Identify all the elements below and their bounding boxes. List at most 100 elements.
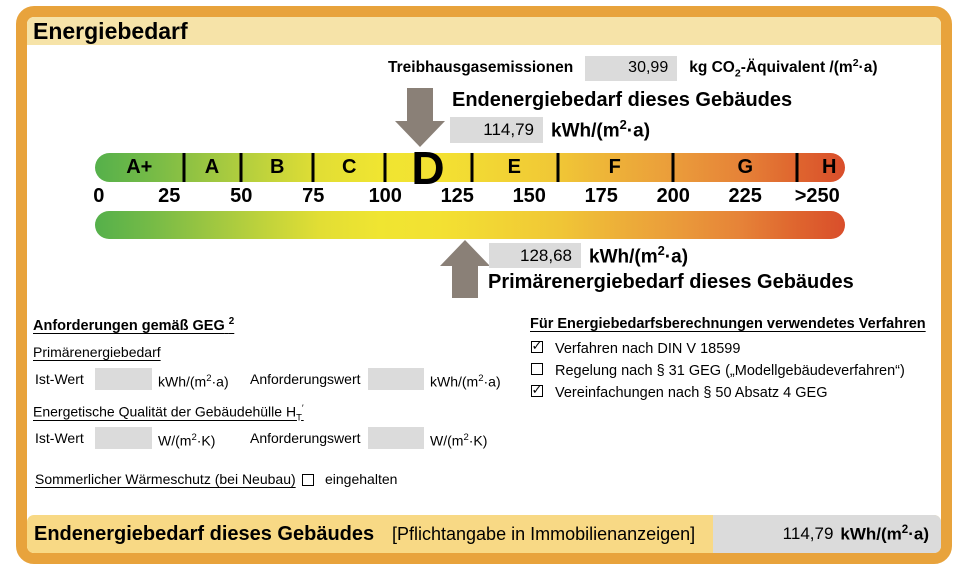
method-item: ✓ Vereinfachungen nach § 50 Absatz 4 GEG bbox=[530, 382, 950, 404]
unit-part: kWh/(m bbox=[158, 373, 207, 390]
scale-class-f: F bbox=[608, 156, 621, 178]
unit-part: W/(m bbox=[158, 432, 192, 449]
scale-tick bbox=[556, 153, 560, 182]
envelope-heading-prime: ′ bbox=[301, 403, 304, 414]
footer-unit-part: ·a) bbox=[908, 524, 929, 544]
envelope-requirements-row: Ist-Wert W/(m2·K) Anforderungswert W/(m2… bbox=[33, 427, 503, 449]
unit-part: ·a) bbox=[483, 373, 501, 390]
scale-class-e: E bbox=[507, 156, 521, 178]
end-energy-unit: kWh/(m2·a) bbox=[551, 117, 650, 142]
unit-superscript: 2 bbox=[478, 373, 484, 384]
geg-heading-text: Anforderungen gemäß GEG bbox=[33, 317, 225, 334]
scale-class-d: D bbox=[411, 142, 445, 194]
scale-tick bbox=[311, 153, 315, 182]
primary-energy-value-row: 128,68 kWh/(m2·a) bbox=[489, 243, 688, 269]
unit-part: kWh/(m bbox=[430, 373, 479, 390]
envelope-heading-text: Energetische Qualität der Gebäudehülle H bbox=[33, 403, 297, 420]
scale-class-b: B bbox=[270, 156, 285, 178]
unit-part: ·K) bbox=[196, 432, 216, 449]
ist-wert-label: Ist-Wert bbox=[35, 430, 84, 446]
check-icon: ✓ bbox=[531, 337, 543, 353]
emissions-value: 30,99 bbox=[628, 59, 669, 76]
ist-wert-input-envelope[interactable] bbox=[95, 427, 152, 449]
unit-part: W/(m bbox=[430, 432, 464, 449]
scale-class-aplus: A+ bbox=[126, 156, 153, 178]
end-energy-value-box: 114,79 bbox=[450, 117, 543, 143]
anforderungswert-unit: kWh/(m2·a) bbox=[430, 368, 501, 393]
method-item: ✓ Verfahren nach DIN V 18599 bbox=[530, 338, 950, 360]
scale-lower-band bbox=[95, 211, 845, 239]
unit-part: ·K) bbox=[468, 432, 488, 449]
emissions-unit-part: ·a) bbox=[858, 59, 878, 77]
page-title: Energiebedarf bbox=[33, 18, 188, 44]
method-heading: Für Energiebedarfsberechnungen verwendet… bbox=[530, 316, 926, 332]
ist-wert-unit: W/(m2·K) bbox=[158, 427, 215, 452]
summer-option-label: eingehalten bbox=[325, 471, 398, 487]
envelope-quality-subheading: Energetische Qualität der Gebäudehülle H… bbox=[33, 403, 304, 423]
footer-value: 114,79 bbox=[782, 524, 834, 543]
scale-class-g: G bbox=[737, 156, 754, 178]
method-item-label: Regelung nach § 31 GEG („Modellgebäudeve… bbox=[555, 363, 905, 379]
unit-superscript: 2 bbox=[206, 373, 212, 384]
end-energy-value: 114,79 bbox=[483, 120, 534, 139]
scale-tick bbox=[239, 153, 243, 182]
down-arrow-icon bbox=[395, 88, 445, 147]
scale-number: 0 bbox=[93, 185, 105, 207]
scale-number: 175 bbox=[584, 185, 618, 207]
scale-number: 200 bbox=[656, 185, 690, 207]
primary-energy-title: Primärenergiebedarf dieses Gebäudes bbox=[488, 271, 854, 293]
geg-heading-footnote: 2 bbox=[228, 316, 235, 327]
emissions-value-box: 30,99 bbox=[585, 55, 678, 81]
summer-checkbox-unchecked[interactable] bbox=[302, 474, 314, 486]
end-energy-value-row: 114,79 kWh/(m2·a) bbox=[450, 117, 650, 143]
scale-number: 150 bbox=[512, 185, 546, 207]
summer-heat-protection-label: Sommerlicher Wärmeschutz (bei Neubau) bbox=[35, 471, 296, 487]
ist-wert-label: Ist-Wert bbox=[35, 371, 84, 387]
scale-number: 100 bbox=[368, 185, 402, 207]
primary-energy-subheading: Primärenergiebedarf bbox=[33, 344, 161, 360]
scale-number: 75 bbox=[302, 185, 325, 207]
unit-part: ·a) bbox=[211, 373, 229, 390]
checkbox-checked-icon[interactable]: ✓ bbox=[531, 337, 543, 353]
footer-title: Endenergiebedarf dieses Gebäudes bbox=[34, 523, 375, 545]
anforderungswert-input-primary[interactable] bbox=[368, 368, 424, 390]
emissions-unit-subscript: 2 bbox=[734, 67, 741, 80]
emissions-label: Treibhausgasemissionen bbox=[388, 59, 574, 76]
scale-letter-band: A+ A B C D E F G H bbox=[95, 145, 845, 191]
footer-bar: Endenergiebedarf dieses Gebäudes [Pflich… bbox=[27, 515, 941, 553]
anforderungswert-label: Anforderungswert bbox=[250, 371, 361, 387]
envelope-heading-subscript: T bbox=[296, 412, 302, 424]
anforderungswert-unit: W/(m2·K) bbox=[430, 427, 487, 452]
checkbox-unchecked-icon[interactable] bbox=[531, 363, 543, 375]
primary-energy-unit-part: ·a) bbox=[664, 246, 689, 268]
anforderungswert-label: Anforderungswert bbox=[250, 430, 361, 446]
primary-energy-requirements-row: Ist-Wert kWh/(m2·a) Anforderungswert kWh… bbox=[33, 368, 503, 390]
unit-superscript: 2 bbox=[191, 432, 197, 443]
scale-tick bbox=[795, 153, 799, 182]
scale-tick bbox=[182, 153, 185, 182]
emissions-unit-part: kg CO bbox=[689, 59, 735, 77]
unit-superscript: 2 bbox=[463, 432, 469, 443]
anforderungswert-input-envelope[interactable] bbox=[368, 427, 424, 449]
checkbox-checked-icon[interactable]: ✓ bbox=[531, 383, 543, 397]
scale-number: >250 bbox=[794, 185, 840, 207]
footer-unit: kWh/(m2·a) bbox=[840, 524, 929, 545]
method-item-label: Vereinfachungen nach § 50 Absatz 4 GEG bbox=[555, 385, 828, 401]
ist-wert-unit: kWh/(m2·a) bbox=[158, 368, 229, 393]
footer-unit-superscript: 2 bbox=[901, 523, 909, 536]
certificate-frame: Energiebedarf Treibhausgasemissionen 30,… bbox=[16, 6, 952, 564]
primary-energy-value: 128,68 bbox=[520, 245, 572, 265]
scale-tick bbox=[470, 153, 473, 182]
ist-wert-input-primary[interactable] bbox=[95, 368, 152, 390]
summer-heat-protection-row: Sommerlicher Wärmeschutz (bei Neubau) ei… bbox=[33, 470, 503, 488]
emissions-unit-part: -Äquivalent /(m bbox=[740, 59, 853, 77]
primary-energy-unit: kWh/(m2·a) bbox=[589, 243, 688, 268]
scale-tick bbox=[383, 153, 387, 182]
emissions-row: Treibhausgasemissionen 30,99 kg CO2-Äqui… bbox=[388, 55, 878, 81]
end-energy-unit-part: ·a) bbox=[626, 120, 651, 142]
method-item: Regelung nach § 31 GEG („Modellgebäudeve… bbox=[530, 360, 950, 382]
emissions-unit-superscript: 2 bbox=[852, 56, 859, 69]
end-energy-title: Endenergiebedarf dieses Gebäudes bbox=[452, 89, 793, 111]
footer-value-box: 114,79 kWh/(m2·a) bbox=[713, 515, 941, 553]
